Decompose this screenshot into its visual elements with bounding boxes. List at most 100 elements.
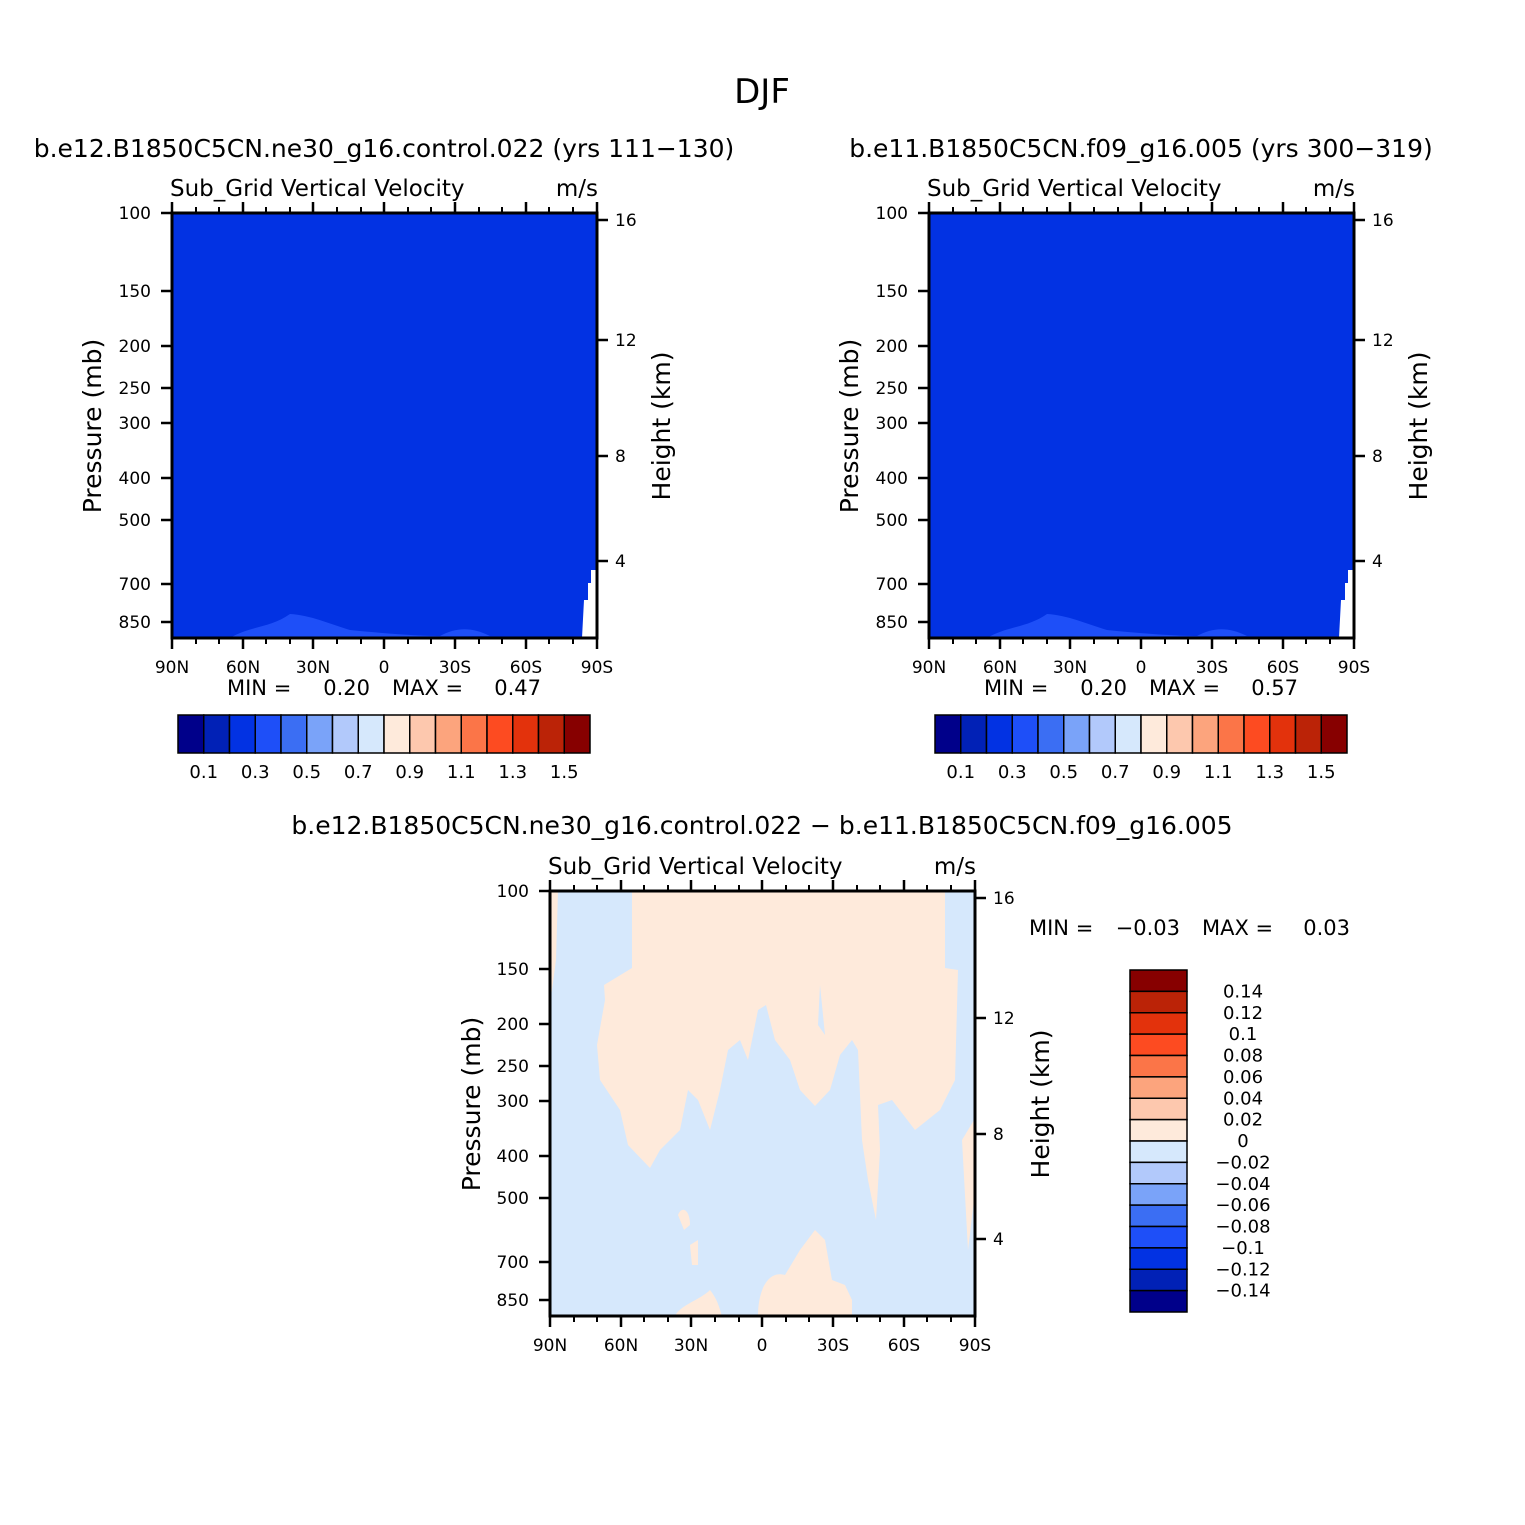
y-tick-label: 200 [119, 337, 151, 357]
y-axis-label-right: Height (km) [1404, 352, 1433, 501]
x-tick-label: 90S [581, 658, 613, 678]
page-title: DJF [734, 72, 790, 112]
panel-difference: b.e12.B1850C5CN.ne30_g16.control.022 − b… [291, 811, 1350, 1356]
x-tick-label: 60S [510, 658, 542, 678]
y-tick-label: 250 [119, 379, 151, 399]
colorbar-cell [1129, 1118, 1188, 1142]
colorbar-label: 1.3 [498, 762, 527, 783]
colorbar-cell [1129, 1204, 1188, 1228]
major-ticks [170, 202, 599, 649]
x-tick-label: 30N [296, 658, 330, 678]
colorbar-cell [1129, 1140, 1188, 1164]
colorbar-cell [460, 714, 488, 754]
min-max-readout: MIN = 0.20 MAX = 0.57 [984, 676, 1298, 700]
colorbar-label: −0.1 [1221, 1238, 1265, 1259]
panel-title: b.e12.B1850C5CN.ne30_g16.control.022 (yr… [34, 134, 735, 163]
colorbar-cell [1129, 1012, 1188, 1035]
colorbar-label: 0.02 [1223, 1110, 1263, 1131]
y-ticks [161, 211, 608, 624]
y-right-tick-label: 8 [993, 1125, 1004, 1145]
panel-subtitle: Sub_Grid Vertical Velocity [927, 176, 1222, 202]
y-tick-label: 150 [119, 282, 151, 302]
y-tick-label: 150 [497, 960, 529, 980]
colorbar-label: 0.7 [344, 762, 373, 783]
x-tick-label: 0 [1136, 658, 1147, 678]
y-tick-label: 400 [119, 469, 151, 489]
colorbar-cell [1129, 1289, 1188, 1313]
y-tick-label: 700 [497, 1253, 529, 1273]
colorbar-cell [1129, 969, 1188, 993]
minor-ticks [573, 885, 952, 1322]
colorbar-label: −0.08 [1215, 1217, 1270, 1238]
colorbar-label: 0.3 [241, 762, 270, 783]
y-right-tick-label: 16 [615, 211, 637, 231]
colorbar-cell [1129, 990, 1188, 1014]
y-ticks [918, 211, 1365, 624]
colorbar-label: 0.3 [998, 762, 1027, 783]
x-tick-labels: 90N 60N 30N 0 30S 60S 90S [533, 1336, 991, 1356]
plot-field-feature [987, 614, 1247, 638]
x-tick-label: 60S [1267, 658, 1299, 678]
colorbar-label: −0.02 [1215, 1152, 1270, 1173]
y-tick-label: 700 [876, 575, 908, 595]
x-tick-label: 0 [379, 658, 390, 678]
y-right-tick-labels: 16 12 8 4 [1372, 211, 1394, 572]
plot-field-negative-region [818, 985, 825, 1035]
x-tick-label: 60N [983, 658, 1017, 678]
panel-subtitle: Sub_Grid Vertical Velocity [548, 854, 843, 880]
y-ticks [539, 889, 986, 1302]
colorbar-cell [1129, 1076, 1188, 1099]
y-right-tick-labels: 16 12 8 4 [993, 889, 1015, 1250]
y-right-tick-labels: 16 12 8 4 [615, 211, 637, 572]
y-tick-label: 500 [497, 1189, 529, 1209]
max-value: 0.03 [1303, 916, 1350, 940]
colorbar-cell [1191, 714, 1219, 754]
colorbar-label: 0.5 [292, 762, 321, 783]
y-tick-labels: 100 150 200 250 300 400 500 700 850 [119, 204, 151, 633]
colorbar-cell [1166, 714, 1194, 754]
max-label: MAX = [1202, 916, 1273, 940]
colorbar-cell [1294, 714, 1322, 754]
y-tick-label: 300 [119, 414, 151, 434]
plot-field-background [172, 213, 597, 638]
min-value: 0.20 [323, 676, 370, 700]
colorbar-cell [331, 714, 359, 754]
y-tick-label: 300 [876, 414, 908, 434]
panel-units: m/s [934, 854, 976, 880]
y-right-tick-label: 12 [993, 1009, 1015, 1029]
x-tick-label: 90S [1338, 658, 1370, 678]
minor-ticks [952, 207, 1331, 644]
y-tick-label: 100 [497, 882, 529, 902]
colorbar-cell [1129, 1097, 1188, 1121]
plot-field-positive-region [758, 1230, 852, 1316]
y-right-tick-label: 12 [1372, 331, 1394, 351]
plot-field-background [929, 213, 1354, 638]
y-tick-label: 850 [119, 613, 151, 633]
minor-ticks [195, 207, 574, 644]
y-right-tick-label: 16 [993, 889, 1015, 909]
colorbar-cell [1129, 1054, 1188, 1078]
colorbar-cell [1217, 714, 1245, 754]
colorbar-label: −0.14 [1215, 1281, 1270, 1302]
colorbar-cell [1129, 1161, 1188, 1185]
colorbar-cell [1269, 714, 1297, 754]
min-label: MIN = [227, 676, 291, 700]
colorbar-cell [512, 714, 540, 754]
major-ticks [548, 880, 977, 1327]
colorbar-cell [1243, 714, 1271, 754]
plot-field-positive-region [550, 891, 558, 1000]
colorbar-cell [1129, 1225, 1188, 1249]
x-tick-label: 30S [1196, 658, 1228, 678]
y-tick-label: 300 [497, 1092, 529, 1112]
colorbar-vertical: 0.14 0.12 0.1 0.08 0.06 0.04 0.02 0 −0.0… [1129, 969, 1271, 1313]
colorbar-cell [1037, 714, 1065, 754]
y-axis-label: Pressure (mb) [457, 1017, 486, 1191]
colorbar-cell [228, 714, 256, 754]
colorbar-label: 0.1 [189, 762, 218, 783]
x-tick-label: 60N [604, 1336, 638, 1356]
x-tick-label: 0 [757, 1336, 768, 1356]
panel-title: b.e12.B1850C5CN.ne30_g16.control.022 − b… [291, 811, 1232, 840]
colorbar-label: 0.1 [946, 762, 975, 783]
y-tick-label: 100 [119, 204, 151, 224]
